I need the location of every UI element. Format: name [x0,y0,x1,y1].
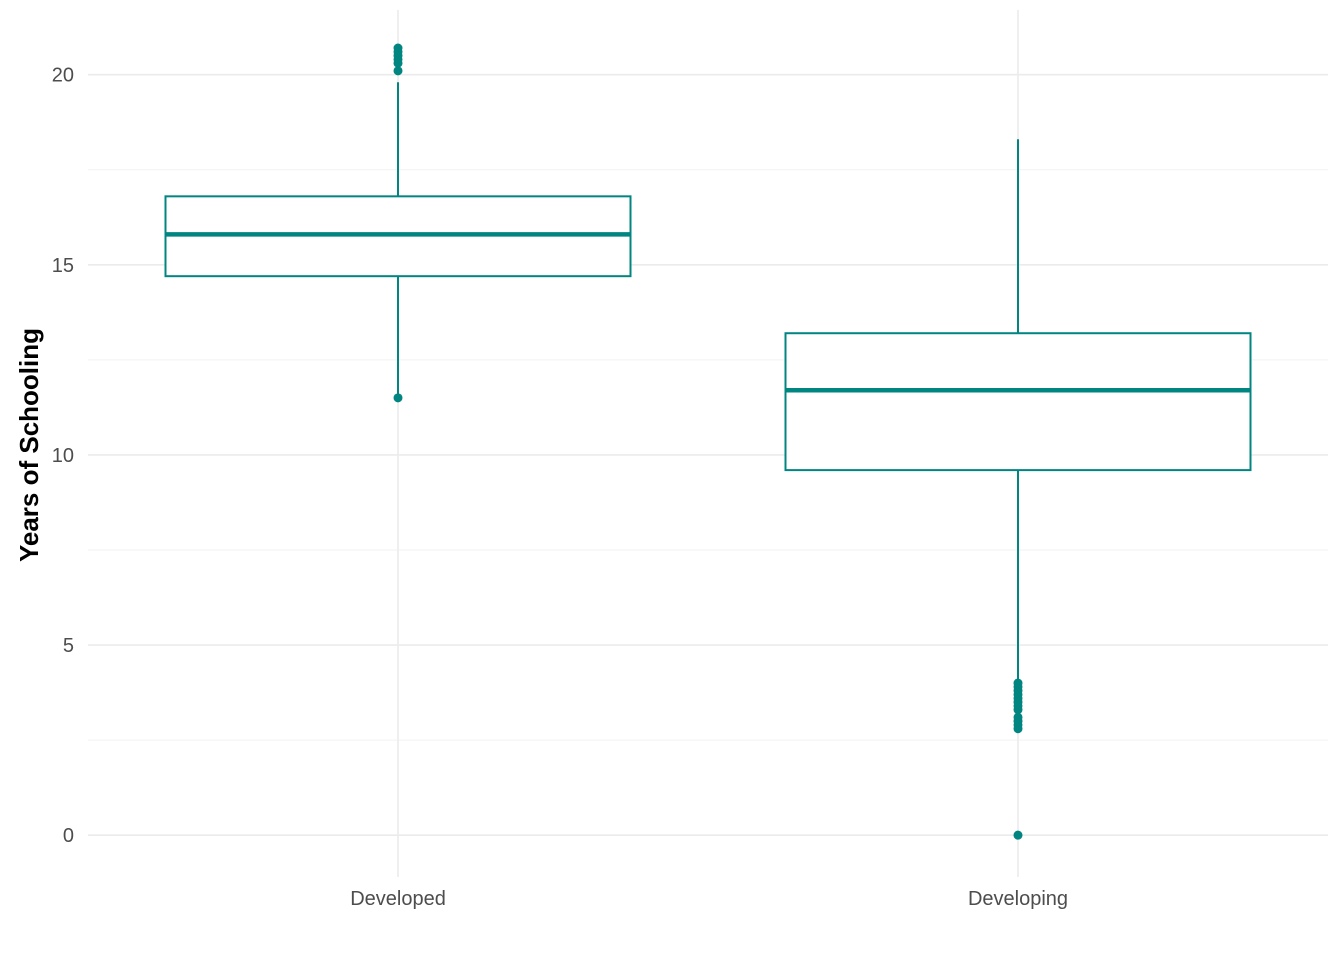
y-tick-label: 5 [63,635,74,657]
y-axis-title: Years of Schooling [14,328,44,562]
y-tick-label: 15 [52,255,74,277]
outlier-point [393,393,403,403]
minor-gridlines [88,169,1328,741]
outlier-point [393,66,403,76]
x-tick-label: Developing [968,888,1068,910]
y-tick-label: 10 [52,445,74,467]
box-series [164,43,1252,840]
outlier-point [1013,712,1023,722]
outlier-point [393,43,403,53]
box-developing [784,139,1252,840]
x-axis-ticks: Developed Developing [350,888,1068,910]
y-tick-label: 20 [52,65,74,87]
y-axis-ticks: 0 5 10 15 20 [52,65,74,848]
y-tick-label: 0 [63,825,74,847]
outlier-point [1013,830,1023,840]
outlier-point [1013,678,1023,688]
x-tick-label: Developed [350,888,446,910]
box-developed [164,43,632,403]
box-iqr [784,332,1252,472]
